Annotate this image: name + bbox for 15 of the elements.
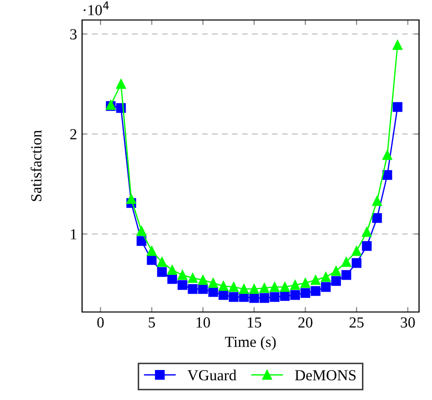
x-tick-label: 30 [400,317,415,328]
legend-label: VGuard [188,370,236,380]
y-axis-title: Satisfaction [30,130,42,202]
x-tick-label: 15 [248,317,262,328]
text: ·10$^{4}$ [84,2,109,16]
x-axis-title: Time (s) [225,336,276,350]
legend-label: DeMONS [295,370,356,380]
x-tick-label: 20 [298,317,312,328]
x-tick-label: 0 [97,317,104,328]
x-tick-label: 10 [196,317,210,328]
y-tick-label: 3 [70,29,77,40]
y-tick-label: 1 [70,229,76,240]
y-tick-label: 2 [70,129,76,140]
x-tick-label: 5 [148,317,155,328]
x-tick-label: 25 [350,317,364,328]
